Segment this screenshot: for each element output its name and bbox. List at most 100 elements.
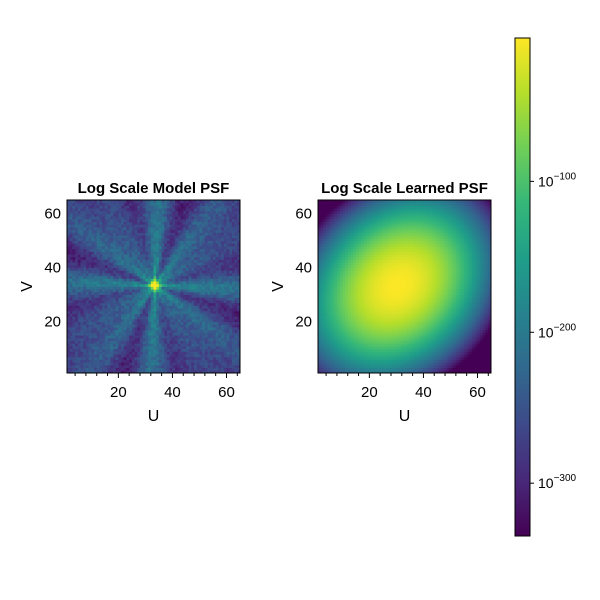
heatmap-cell <box>137 235 141 239</box>
heatmap-cell <box>107 264 111 268</box>
heatmap-cell <box>334 345 338 350</box>
heatmap-cell <box>180 262 184 266</box>
heatmap-cell <box>191 275 195 279</box>
heatmap-cell <box>191 278 195 282</box>
heatmap-cell <box>469 364 473 368</box>
heatmap-cell <box>77 332 81 336</box>
heatmap-cell <box>453 340 457 344</box>
heatmap-cell <box>137 351 141 355</box>
heatmap-cell <box>107 254 111 258</box>
heatmap-cell <box>218 337 222 341</box>
heatmap-cell <box>102 272 106 277</box>
heatmap-cell <box>72 278 76 282</box>
heatmap-cell <box>83 321 87 325</box>
heatmap-cell <box>110 275 114 279</box>
heatmap-cell <box>88 232 92 236</box>
heatmap-cell <box>350 345 354 350</box>
heatmap-cell <box>145 294 149 298</box>
heatmap-cell <box>223 364 227 368</box>
heatmap-cell <box>167 362 171 366</box>
heatmap-cell <box>145 270 149 274</box>
heatmap-cell <box>172 275 176 279</box>
heatmap-cell <box>142 221 146 225</box>
heatmap-cell <box>426 367 430 371</box>
heatmap-cell <box>123 224 127 228</box>
heatmap-cell <box>164 235 168 239</box>
heatmap-cell <box>175 281 179 285</box>
heatmap-cell <box>191 227 195 231</box>
heatmap-cell <box>472 354 476 358</box>
heatmap-cell <box>107 318 111 323</box>
heatmap-cell <box>207 297 211 301</box>
heatmap-cell <box>91 281 95 285</box>
heatmap-cell <box>234 359 238 363</box>
heatmap-cell <box>75 291 79 296</box>
heatmap-cell <box>175 248 179 252</box>
heatmap-cell <box>121 286 125 290</box>
heatmap-cell <box>393 345 397 350</box>
heatmap-cell <box>107 270 111 274</box>
heatmap-cell <box>126 248 130 252</box>
heatmap-cell <box>199 367 203 371</box>
heatmap-cell <box>196 283 200 287</box>
heatmap-cell <box>363 362 368 366</box>
heatmap-cell <box>188 318 192 323</box>
heatmap-cell <box>102 351 106 355</box>
heatmap-cell <box>153 362 157 366</box>
heatmap-cell <box>77 237 81 241</box>
heatmap-cell <box>202 200 206 204</box>
heatmap-cell <box>145 216 149 220</box>
heatmap-cell <box>118 200 122 204</box>
heatmap-cell <box>210 324 214 328</box>
heatmap-cell <box>210 283 214 287</box>
heatmap-cell <box>196 213 200 217</box>
heatmap-cell <box>161 254 165 258</box>
heatmap-cell <box>334 335 338 339</box>
heatmap-cell <box>123 356 127 360</box>
heatmap-cell <box>418 354 422 358</box>
heatmap-cell <box>345 343 349 347</box>
heatmap-cell <box>129 224 133 228</box>
heatmap-cell <box>88 259 92 263</box>
heatmap-cell <box>67 313 71 317</box>
heatmap-cell <box>88 324 92 328</box>
heatmap-cell <box>482 356 486 360</box>
heatmap-cell <box>207 356 211 360</box>
heatmap-cell <box>69 232 73 236</box>
heatmap-cell <box>177 224 181 228</box>
heatmap-cell <box>204 202 208 206</box>
heatmap-cell <box>431 362 435 366</box>
heatmap-cell <box>180 332 184 336</box>
heatmap-cell <box>199 216 203 220</box>
heatmap-cell <box>156 354 160 358</box>
heatmap-cell <box>164 262 168 266</box>
heatmap-cell <box>237 254 241 258</box>
heatmap-cell <box>167 321 171 325</box>
heatmap-cell <box>139 237 144 241</box>
heatmap-cell <box>204 243 208 247</box>
heatmap-cell <box>234 275 238 279</box>
heatmap-cell <box>94 262 98 266</box>
heatmap-cell <box>374 340 378 344</box>
heatmap-cell <box>158 221 163 225</box>
heatmap-cell <box>347 364 351 368</box>
heatmap-cell <box>110 232 114 236</box>
heatmap-cell <box>99 200 103 204</box>
heatmap-cell <box>153 297 157 301</box>
heatmap-cell <box>94 302 98 306</box>
learned-psf-title: Log Scale Learned PSF <box>321 180 488 197</box>
heatmap-cell <box>218 291 222 296</box>
heatmap-cell <box>85 313 90 317</box>
heatmap-cell <box>331 345 335 350</box>
heatmap-cell <box>480 340 484 344</box>
heatmap-cell <box>183 286 187 290</box>
heatmap-cell <box>477 356 481 360</box>
heatmap-cell <box>80 208 84 212</box>
heatmap-cell <box>169 267 173 271</box>
heatmap-cell <box>123 343 127 347</box>
heatmap-cell <box>85 316 90 320</box>
heatmap-cell <box>72 324 76 328</box>
heatmap-cell <box>99 227 103 231</box>
heatmap-cell <box>221 213 225 217</box>
heatmap-cell <box>110 370 114 374</box>
